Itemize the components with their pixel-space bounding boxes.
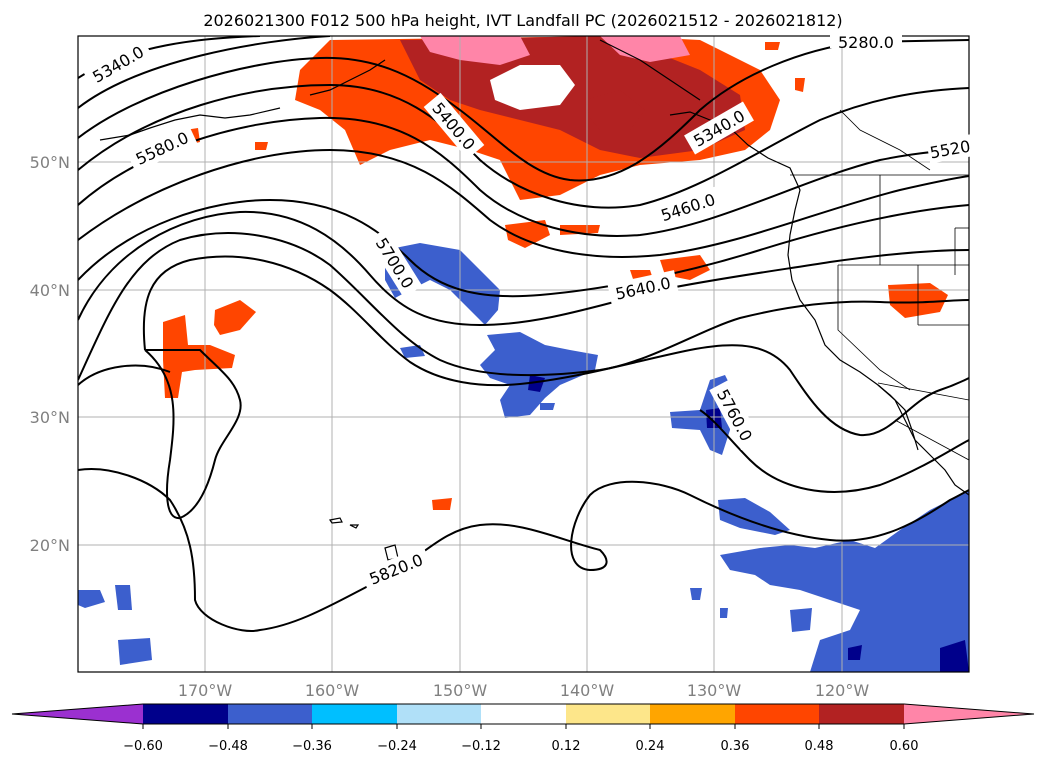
colorbar-bin	[481, 704, 566, 724]
colorbar-tick-label: −0.24	[377, 739, 417, 754]
longitude-axis: 170°W 160°W 150°W 140°W 130°W 120°W	[178, 681, 870, 700]
lon-label-170w: 170°W	[178, 681, 233, 700]
figure-title: 2026021300 F012 500 hPa height, IVT Land…	[203, 11, 842, 30]
lat-label-20n: 20°N	[30, 536, 70, 555]
lat-label-30n: 30°N	[30, 408, 70, 427]
colorbar-tick-label: −0.12	[461, 739, 501, 754]
colorbar-over-triangle	[904, 704, 1034, 724]
latitude-axis: 50°N 40°N 30°N 20°N	[30, 153, 70, 555]
lon-label-140w: 140°W	[560, 681, 615, 700]
ivt-positive-anomaly	[163, 36, 948, 510]
lon-label-150w: 150°W	[433, 681, 488, 700]
colorbar-bin	[735, 704, 819, 724]
colorbar-tick-label: 0.12	[552, 739, 581, 754]
lon-label-160w: 160°W	[305, 681, 360, 700]
colorbar-tick-label: 0.24	[636, 739, 665, 754]
lat-label-50n: 50°N	[30, 153, 70, 172]
colorbar-tick-label: −0.60	[123, 739, 163, 754]
colorbar-tick-label: 0.60	[890, 739, 919, 754]
colorbar-bin	[819, 704, 904, 724]
colorbar-tick-label: 0.48	[805, 739, 834, 754]
map-frame	[77, 35, 970, 673]
state-borders	[790, 109, 969, 461]
colorbar-tick-label: 0.36	[721, 739, 750, 754]
lon-label-130w: 130°W	[687, 681, 742, 700]
colorbar-bin	[312, 704, 397, 724]
lat-label-40n: 40°N	[30, 281, 70, 300]
colorbar: −0.60 −0.48 −0.36 −0.24 −0.12 0.12 0.24 …	[11, 703, 1035, 754]
colorbar-bin	[143, 704, 228, 724]
colorbar-bin	[228, 704, 312, 724]
colorbar-tick-label: −0.36	[292, 739, 332, 754]
lon-label-120w: 120°W	[815, 681, 870, 700]
colorbar-bin	[397, 704, 481, 724]
colorbar-bin	[650, 704, 735, 724]
height-contours	[78, 36, 969, 632]
colorbar-under-triangle	[12, 704, 143, 724]
colorbar-tick-label: −0.48	[208, 739, 248, 754]
contour-label-5280-top: 5280.0	[838, 33, 894, 52]
colorbar-bin	[566, 704, 650, 724]
